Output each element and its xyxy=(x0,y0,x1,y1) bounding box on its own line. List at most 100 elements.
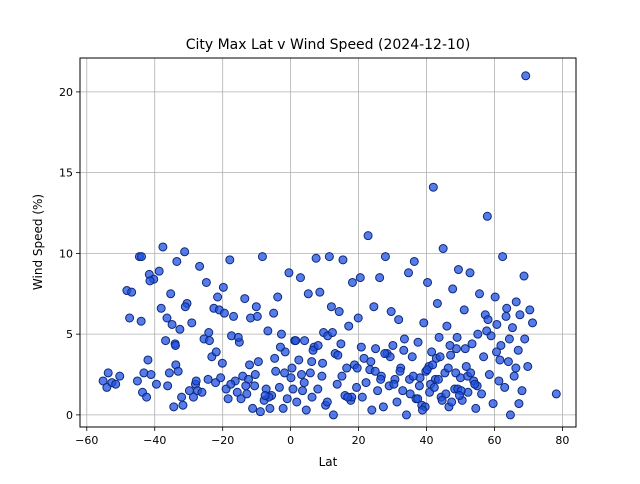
data-point xyxy=(428,182,438,192)
data-point xyxy=(263,326,273,336)
data-point xyxy=(253,357,263,367)
data-point xyxy=(515,310,525,320)
data-point xyxy=(392,397,402,407)
data-point xyxy=(475,289,485,299)
data-point xyxy=(496,340,506,350)
data-point xyxy=(355,273,365,283)
data-point xyxy=(511,363,521,373)
data-point xyxy=(257,252,267,262)
data-point xyxy=(218,282,228,292)
data-point xyxy=(429,382,439,392)
data-point xyxy=(125,313,135,323)
data-point xyxy=(191,376,201,386)
data-point xyxy=(356,342,366,352)
data-point xyxy=(371,344,381,354)
data-point xyxy=(386,307,396,317)
y-tick-label: 10 xyxy=(59,247,73,260)
data-point xyxy=(280,368,290,378)
data-point xyxy=(427,347,437,357)
data-point xyxy=(509,371,519,381)
data-point xyxy=(170,340,180,350)
data-point xyxy=(180,247,190,257)
data-point xyxy=(525,305,535,315)
data-point xyxy=(315,287,325,297)
data-point xyxy=(446,350,456,360)
data-point xyxy=(161,336,171,346)
data-point xyxy=(338,255,348,265)
data-point xyxy=(405,389,415,399)
data-point xyxy=(169,402,179,412)
data-point xyxy=(250,381,260,391)
data-point xyxy=(388,340,398,350)
data-point xyxy=(434,332,444,342)
data-point xyxy=(399,334,409,344)
x-tick-label: 40 xyxy=(420,434,434,447)
data-point xyxy=(195,261,205,271)
data-point xyxy=(459,305,469,315)
data-point xyxy=(115,371,125,381)
data-point xyxy=(452,332,462,342)
data-point xyxy=(523,361,533,371)
data-point xyxy=(175,324,185,334)
data-point xyxy=(146,370,156,380)
data-point xyxy=(248,403,258,413)
data-point xyxy=(326,302,336,312)
data-point xyxy=(154,266,164,276)
data-point xyxy=(501,311,511,321)
data-point xyxy=(307,357,317,367)
data-point xyxy=(442,321,452,331)
data-point xyxy=(252,311,262,321)
data-point xyxy=(145,276,155,286)
data-point xyxy=(299,378,309,388)
data-point xyxy=(408,371,418,381)
data-point xyxy=(245,360,255,370)
data-point xyxy=(461,361,471,371)
data-point xyxy=(433,374,443,384)
x-tick-label: −60 xyxy=(75,434,98,447)
data-point xyxy=(300,336,310,346)
data-point xyxy=(166,289,176,299)
data-point xyxy=(467,339,477,349)
data-point xyxy=(454,391,464,401)
data-point xyxy=(303,289,313,299)
data-point xyxy=(265,403,275,413)
data-point xyxy=(437,395,447,405)
data-point xyxy=(414,381,424,391)
data-point xyxy=(229,311,239,321)
data-point xyxy=(164,368,174,378)
data-point xyxy=(473,329,483,339)
data-point xyxy=(380,349,390,359)
data-point xyxy=(167,319,177,329)
data-point xyxy=(255,407,265,417)
data-point xyxy=(177,392,187,402)
data-point xyxy=(219,308,229,318)
data-point xyxy=(136,316,146,326)
data-point xyxy=(225,255,235,265)
data-point xyxy=(361,378,371,388)
data-point xyxy=(500,382,510,392)
data-point xyxy=(241,381,251,391)
data-point xyxy=(270,353,280,363)
data-point xyxy=(551,389,561,399)
data-point xyxy=(172,256,182,266)
data-point xyxy=(240,294,250,304)
data-point xyxy=(367,405,377,415)
data-point xyxy=(520,334,530,344)
data-point xyxy=(273,292,283,302)
data-point xyxy=(380,252,390,262)
data-point xyxy=(503,357,513,367)
data-point xyxy=(322,397,332,407)
data-point xyxy=(378,402,388,412)
data-point xyxy=(495,355,505,365)
data-point xyxy=(479,352,489,362)
data-point xyxy=(513,345,523,355)
data-point xyxy=(269,308,279,318)
data-point xyxy=(158,242,168,252)
data-point xyxy=(352,363,362,373)
data-point xyxy=(180,302,190,312)
data-point xyxy=(357,392,367,402)
data-point xyxy=(217,358,227,368)
data-point xyxy=(142,392,152,402)
data-point xyxy=(143,355,153,365)
